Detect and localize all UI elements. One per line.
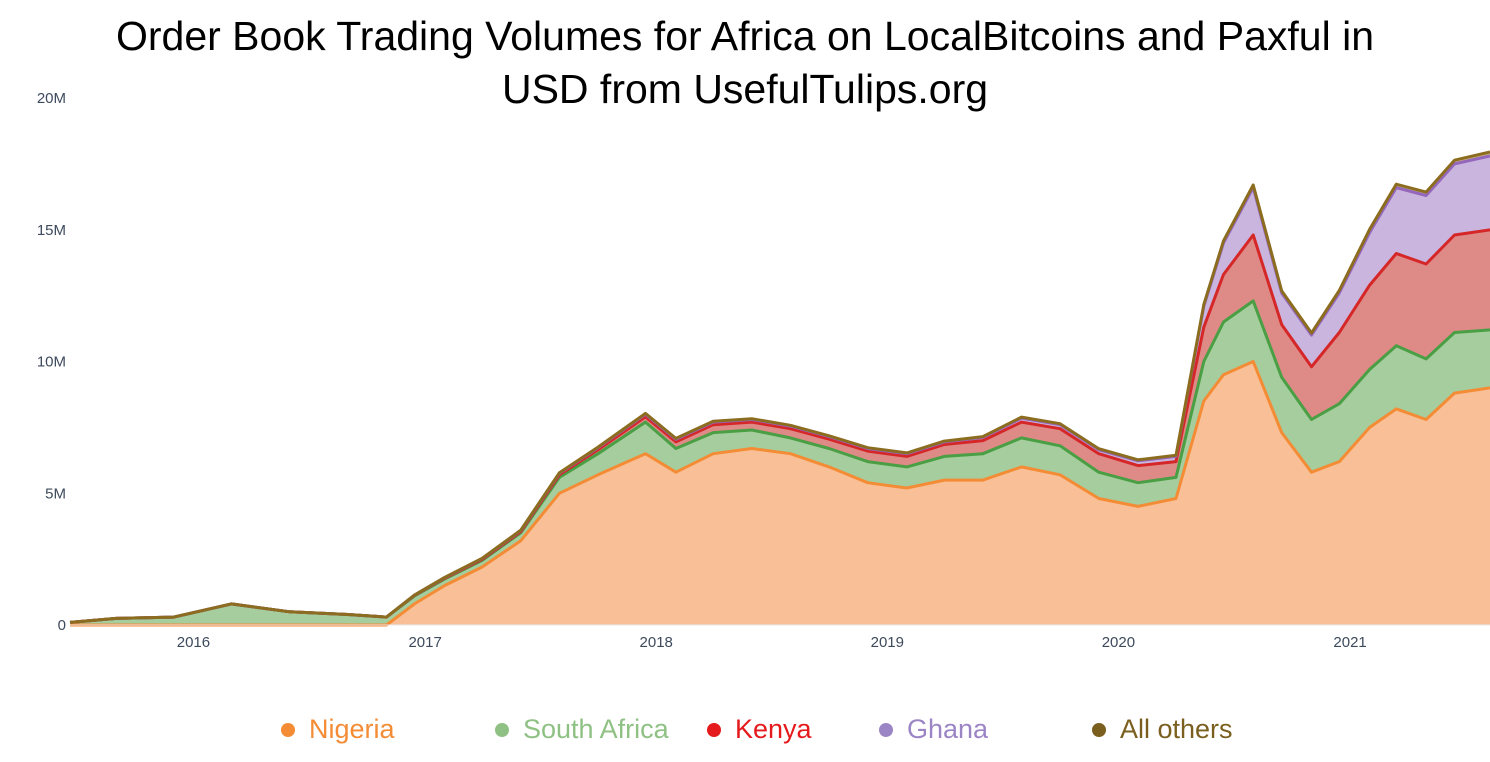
legend-item-south-africa[interactable]: South Africa bbox=[495, 714, 669, 745]
legend-label-south-africa: South Africa bbox=[523, 714, 669, 744]
y-tick-label: 20M bbox=[37, 90, 66, 107]
legend-label-nigeria: Nigeria bbox=[309, 714, 395, 744]
y-tick-label: 10M bbox=[37, 354, 66, 371]
line-nigeria bbox=[70, 360, 1490, 627]
legend-dot-south-africa-icon bbox=[495, 722, 509, 737]
chart-title-line-2: USD from UsefulTulips.org bbox=[501, 66, 989, 112]
x-tick-label: 2021 bbox=[1333, 634, 1366, 651]
x-tick-label: 2017 bbox=[408, 634, 441, 651]
chart-title-line-1: Order Book Trading Volumes for Africa on… bbox=[115, 13, 1374, 59]
legend-dot-all-others-icon bbox=[1092, 722, 1106, 737]
legend-label-all-others: All others bbox=[1120, 714, 1233, 744]
stacked-area-chart: 0 5M 10M 15M 20M 2016 2017 2018 2019 2020 2021 bbox=[37, 90, 1490, 651]
legend-dot-ghana-icon bbox=[879, 722, 893, 737]
chart-title: Order Book Trading Volumes for Africa on… bbox=[0, 10, 1490, 116]
legend-dot-kenya-icon bbox=[707, 722, 721, 737]
legend-label-kenya: Kenya bbox=[735, 714, 812, 744]
legend: Nigeria South Africa Kenya Ghana All oth… bbox=[0, 714, 1490, 750]
x-tick-label: 2016 bbox=[177, 634, 210, 651]
legend-dot-nigeria-icon bbox=[281, 722, 295, 737]
x-tick-label: 2019 bbox=[871, 634, 904, 651]
legend-label-ghana: Ghana bbox=[907, 714, 989, 744]
x-axis-ticks: 2016 2017 2018 2019 2020 2021 bbox=[177, 634, 1367, 651]
areas-layer bbox=[70, 152, 1490, 625]
y-tick-label: 0 bbox=[58, 617, 66, 634]
legend-item-all-others[interactable]: All others bbox=[1092, 714, 1233, 745]
y-tick-label: 5M bbox=[45, 485, 66, 502]
line-all-others bbox=[69, 150, 1490, 624]
y-axis-ticks: 0 5M 10M 15M 20M bbox=[37, 90, 66, 634]
x-tick-label: 2020 bbox=[1102, 634, 1135, 651]
legend-item-kenya[interactable]: Kenya bbox=[707, 714, 812, 745]
area-nigeria bbox=[70, 361, 1490, 625]
x-tick-label: 2018 bbox=[640, 634, 673, 651]
legend-item-nigeria[interactable]: Nigeria bbox=[281, 714, 395, 745]
y-tick-label: 15M bbox=[37, 222, 66, 239]
legend-item-ghana[interactable]: Ghana bbox=[879, 714, 988, 745]
lines-layer bbox=[69, 150, 1490, 627]
